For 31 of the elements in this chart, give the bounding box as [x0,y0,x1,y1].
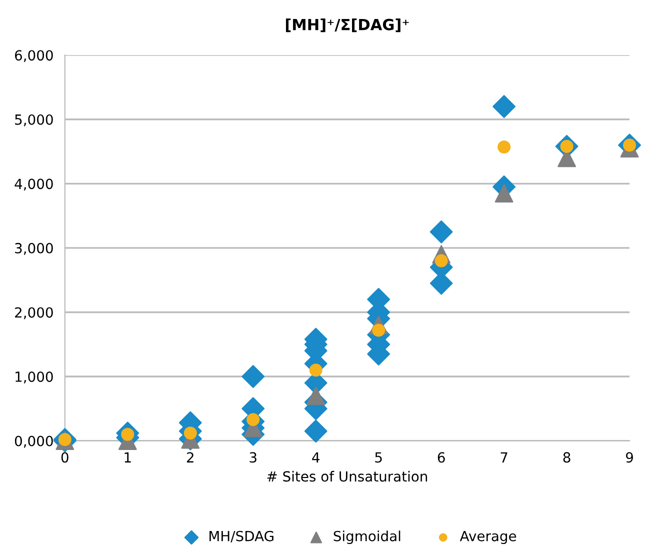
x-tick-label: 6 [438,452,445,463]
x-tick-label: 5 [375,452,382,463]
point [498,140,511,154]
x-tick-label: 8 [563,452,570,463]
y-tick-label: 0,000 [14,436,53,448]
chart-title: [MH]⁺/Σ[DAG]⁺ [286,18,409,32]
y-tick-label: 4,000 [14,178,53,191]
point [309,364,322,377]
point [494,184,514,203]
x-tick-label: 2 [186,452,194,462]
x-tick-label: 9 [626,452,633,463]
point [184,426,197,440]
legend-label: Average [460,530,516,544]
point [492,95,516,118]
y-tick-label: 2,000 [15,307,53,320]
x-tick-label: 4 [312,452,320,462]
y-tick-label: 1,000 [16,371,53,384]
point [242,365,265,388]
x-tick-label: 3 [250,452,256,463]
y-tick-label: 5,000 [15,114,53,126]
y-tick-label: 6,000 [15,50,53,62]
x-tick-label: 0 [61,452,68,463]
point [430,220,453,244]
x-axis-title: # Sites of Unsaturation [267,470,428,482]
x-tick-label: 1 [124,452,131,462]
legend-label: Sigmoidal [334,530,400,544]
point [246,413,260,426]
x-tick-label: 7 [500,452,508,462]
legend-label: MH/SDAG [210,530,274,542]
y-tick-label: 3,000 [15,242,53,255]
point [304,420,328,443]
